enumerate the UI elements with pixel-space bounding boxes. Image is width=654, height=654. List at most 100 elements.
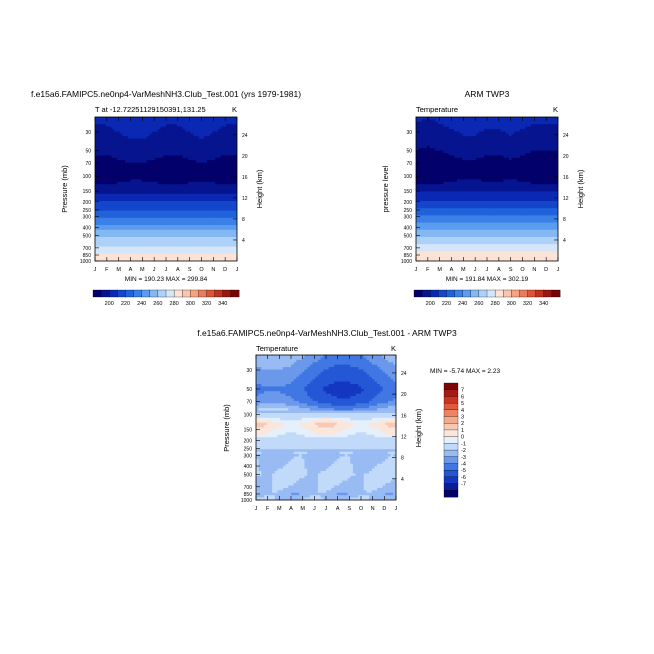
panel-model-cell [135,169,140,173]
panel-obs-cell [517,136,521,139]
panel-model-cell [100,246,104,250]
panel-obs-cell [467,131,472,135]
panel-model-colorbar-swatch [206,289,216,298]
panel-model-cell [97,227,101,231]
panel-obs-cell [429,136,433,139]
panel-model-cell [133,177,137,180]
panel-model-cell [144,172,148,175]
panel-obs-cell [492,153,496,156]
panel-obs-cell [418,155,422,159]
panel-model-cell [228,220,232,223]
panel-model-cell [196,186,200,190]
panel-model-cell [220,184,224,187]
panel-model-cell [190,157,194,161]
panel-model-cell [105,220,110,223]
panel-obs-cell [514,150,518,154]
panel-model-cell [220,189,224,192]
panel-model-cell [105,165,110,168]
panel-model-cell [105,157,110,161]
panel-obs-cell [429,133,433,137]
panel-model-xtick-label: A [129,267,133,273]
panel-model-cell [201,162,205,166]
panel-model-cell [100,131,104,135]
panel-model-cell [193,145,197,149]
panel-model-cell [187,205,191,209]
panel-model-cell [119,141,123,144]
panel-obs-cell [440,126,444,130]
panel-model-cell [119,241,123,245]
panel-model-cell [182,215,186,219]
panel-model-cell [185,244,189,247]
panel-obs-cell [492,129,496,132]
panel-model-cell [179,174,183,178]
panel-obs-cell [429,157,433,161]
panel-model-cell [133,205,137,209]
panel-model-cell [130,225,134,228]
panel-model-cell [130,136,134,139]
panel-model-cell [157,126,161,130]
panel-obs-cell [456,153,461,156]
panel-obs-cell [454,162,458,166]
panel-obs-cell [506,119,510,123]
panel-model-cell [196,217,200,221]
panel-model-cell [95,124,99,127]
panel-model-cell [152,225,156,228]
panel-obs-cell [481,184,485,187]
panel-model-cell [160,131,164,135]
panel-model-cell [168,193,172,197]
panel-obs-cell [527,141,532,144]
panel-model-cell [174,157,178,161]
panel-model-cell [163,241,167,245]
panel-obs-cell [456,145,461,149]
panel-model-cell [152,136,156,139]
panel-obs-cell [527,186,532,190]
panel-obs-cell [437,189,441,192]
panel-obs-cell [446,126,450,130]
panel-model-cell [198,225,202,228]
panel-obs-cell [538,129,543,132]
panel-obs-cell [536,162,540,166]
panel-model-cell [196,189,200,192]
panel-model-cell [152,172,156,175]
panel-model-cell [163,138,167,142]
panel-obs-cell [440,117,444,120]
panel-model-cell [166,160,170,163]
panel-model-cell [122,215,126,219]
panel-obs-cell [533,157,537,161]
panel-model-cell [108,160,112,163]
panel-obs-cell [435,160,439,163]
panel-model-cell [206,177,211,180]
panel-model-cell [223,205,227,209]
panel-model-cell [215,217,219,221]
panel-model-cell [231,193,235,197]
panel-model-cell [114,198,118,202]
panel-model-cell [231,169,235,173]
panel-model-cell [111,119,115,123]
panel-model-cell [125,239,129,243]
panel-obs-cell [421,148,425,151]
panel-model-cell [212,220,216,223]
panel-model-cell [138,234,142,238]
panel-model-cell [179,256,183,259]
panel-model-cell [212,213,216,216]
panel-model-cell [209,121,213,125]
panel-obs-cell [459,129,463,132]
panel-model-cell [97,174,101,178]
panel-obs-cell [451,136,455,139]
panel-obs-cell [435,167,439,171]
panel-obs-cell [467,126,472,130]
panel-model-cell [228,213,232,216]
panel-model-cell [168,232,172,235]
panel-model-cell [168,119,172,123]
panel-obs-cell [489,177,493,180]
panel-obs-cell [517,119,521,123]
panel-model-cell [133,172,137,175]
panel-obs-cell [522,117,526,120]
panel-model-cell [228,217,232,221]
panel-model-cell [155,157,159,161]
panel-model-cell [138,169,142,173]
panel-model-cell [206,169,211,173]
panel-obs-cell [547,133,551,137]
panel-obs-cell [549,150,553,154]
panel-obs-cell [549,131,553,135]
